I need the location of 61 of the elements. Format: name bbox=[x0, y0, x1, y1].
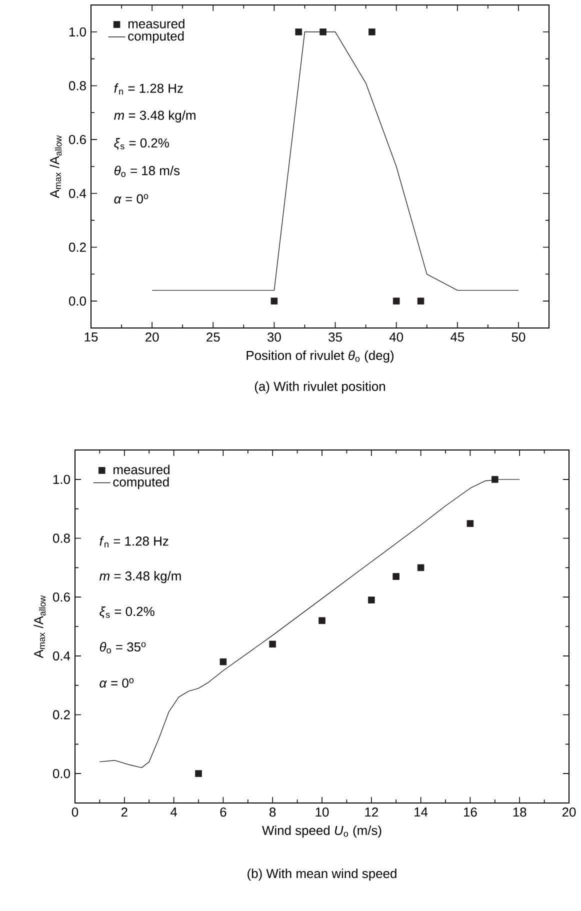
legend-label: measured bbox=[114, 464, 170, 474]
x-axis-title: Wind speed U$_{o}$ (m/s) bbox=[262, 826, 382, 838]
annotation: θ$_{o}$ = 18 m/s bbox=[114, 166, 180, 177]
point bbox=[220, 658, 227, 666]
y-tick-label: 0.8 bbox=[52, 534, 70, 543]
y-tick-label: 0.4 bbox=[68, 188, 86, 198]
annotation: m = 3.48 kg/m bbox=[114, 110, 196, 122]
x-tick-label: 50 bbox=[512, 332, 526, 342]
x-tick-label: 45 bbox=[450, 332, 464, 342]
y-axis-title: A$_{max}$ /A$_{allow}$ bbox=[50, 135, 62, 198]
x-axis-title: Position of rivulet θ$_{o}$ (deg) bbox=[246, 350, 394, 363]
x-tick-label: 25 bbox=[206, 332, 220, 342]
x-tick-label: 30 bbox=[268, 332, 281, 342]
legend-label: computed bbox=[113, 477, 169, 490]
x-tick-label: 0 bbox=[72, 808, 78, 817]
x-tick-label: 4 bbox=[170, 808, 178, 816]
x-tick-label: 20 bbox=[562, 808, 576, 817]
x-tick-label: 8 bbox=[270, 808, 276, 817]
annotation: α = 0$^{o}$ bbox=[100, 678, 134, 688]
y-tick-label: 0.6 bbox=[52, 592, 70, 602]
x-tick-label: 20 bbox=[146, 332, 159, 342]
point bbox=[466, 520, 474, 527]
y-tick-label: 1.0 bbox=[69, 27, 86, 36]
x-tick-label: 15 bbox=[84, 332, 98, 342]
y-tick-label: 0.4 bbox=[52, 651, 70, 660]
x-tick-label: 16 bbox=[464, 808, 477, 817]
text: (a) With rivulet position bbox=[254, 381, 385, 394]
y-tick-label: 0.8 bbox=[68, 81, 86, 90]
x-tick-label: 6 bbox=[220, 808, 226, 817]
point bbox=[392, 573, 400, 580]
x-tick-label: 18 bbox=[513, 808, 526, 817]
x-tick-label: 35 bbox=[328, 332, 342, 342]
y-tick-label: 0.0 bbox=[52, 768, 70, 778]
point bbox=[417, 564, 424, 572]
x-tick-label: 12 bbox=[365, 808, 378, 817]
legend-label: measured bbox=[128, 18, 184, 28]
legend-label: computed bbox=[128, 31, 184, 44]
point bbox=[318, 617, 326, 624]
y-axis-title: A$_{max}$ /A$_{allow}$ bbox=[34, 595, 46, 658]
text: (b) With mean wind speed bbox=[248, 868, 396, 881]
annotation: θ$_{o}$ = 35$^{o}$ bbox=[100, 642, 146, 654]
y-tick-label: 0.2 bbox=[68, 242, 86, 252]
point bbox=[269, 640, 276, 648]
x-tick-label: 10 bbox=[316, 808, 329, 817]
annotation: m = 3.48 kg/m bbox=[99, 571, 181, 584]
point bbox=[195, 770, 202, 777]
annotation: ξ$_{s}$ = 0.2% bbox=[100, 606, 154, 618]
point bbox=[492, 476, 498, 483]
annotation: f$_{n}$ = 1.28 Hz bbox=[114, 83, 183, 95]
point bbox=[368, 596, 375, 604]
x-tick-label: 2 bbox=[121, 808, 128, 817]
x-tick-label: 14 bbox=[414, 808, 428, 816]
annotation: ξ$_{s}$ = 0.2% bbox=[114, 138, 169, 150]
y-tick-label: 0.0 bbox=[68, 296, 86, 306]
y-tick-label: 0.2 bbox=[52, 710, 70, 720]
y-tick-label: 1.0 bbox=[53, 474, 70, 484]
y-tick-label: 0.6 bbox=[68, 134, 86, 144]
line-series bbox=[99, 479, 520, 768]
annotation: f$_{n}$ = 1.28 Hz bbox=[100, 536, 168, 548]
annotation: α = 0$^{o}$ bbox=[114, 194, 148, 204]
x-tick-label: 40 bbox=[389, 332, 404, 342]
